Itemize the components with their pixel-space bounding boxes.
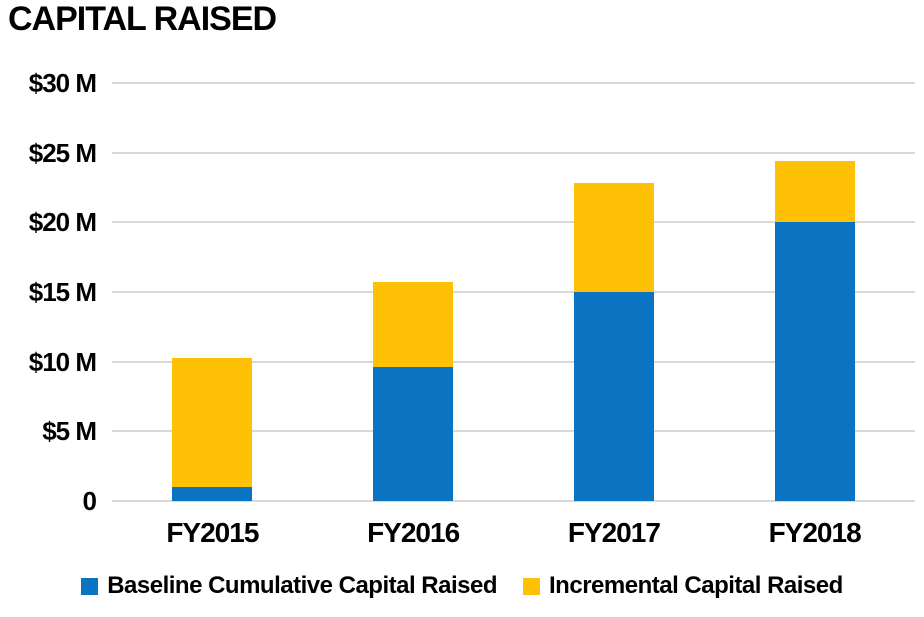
y-tick-label: $30 M — [28, 68, 97, 98]
bar-slot — [112, 83, 313, 501]
gridline — [112, 221, 915, 224]
stacked-bar — [172, 83, 253, 501]
y-axis: $30 M $25 M $20 M $15 M $10 M $5 M 0 — [0, 70, 97, 514]
gridline — [112, 500, 915, 502]
x-axis: FY2015 FY2016 FY2017 FY2018 — [112, 517, 915, 549]
chart-title: CAPITAL RAISED — [8, 0, 277, 38]
bar-segment — [774, 222, 855, 501]
bars-layer — [112, 83, 915, 501]
bar-segment — [774, 161, 855, 223]
x-axis-label: FY2016 — [367, 517, 460, 548]
y-tick-label: $5 M — [42, 416, 97, 447]
legend-label: Baseline Cumulative Capital Raised — [107, 572, 498, 599]
y-tick-label: $15 M — [28, 277, 97, 307]
x-axis-label: FY2018 — [768, 517, 862, 548]
gridline — [112, 430, 915, 433]
stacked-bar — [573, 83, 654, 501]
y-tick-label: 0 — [82, 486, 98, 516]
bar-slot — [514, 83, 715, 501]
gridline — [112, 291, 915, 293]
stacked-bar — [774, 83, 855, 501]
legend-swatch — [523, 577, 541, 595]
x-axis-label: FY2017 — [567, 517, 661, 548]
legend-swatch — [81, 577, 99, 595]
bar-slot — [714, 83, 915, 501]
bar-segment — [573, 292, 654, 501]
bar-segment — [373, 367, 454, 501]
gridline — [112, 82, 915, 84]
stacked-bar — [373, 83, 454, 501]
gridline — [112, 360, 915, 363]
legend: Baseline Cumulative Capital Raised Increm… — [0, 572, 924, 600]
bar-segment — [373, 282, 454, 368]
plot-area — [112, 82, 915, 502]
legend-item: Baseline Cumulative Capital Raised — [81, 572, 498, 600]
bar-slot — [313, 83, 514, 501]
legend-label: Incremental Capital Raised — [549, 572, 843, 599]
bar-segment — [172, 487, 253, 501]
gridline — [112, 151, 915, 154]
y-tick-label: $10 M — [28, 346, 97, 377]
x-axis-label: FY2015 — [166, 517, 259, 548]
bar-segment — [573, 183, 654, 292]
bar-segment — [172, 357, 253, 488]
y-tick-label: $20 M — [28, 207, 97, 238]
y-tick-label: $25 M — [28, 137, 97, 168]
legend-item: Incremental Capital Raised — [523, 572, 843, 600]
